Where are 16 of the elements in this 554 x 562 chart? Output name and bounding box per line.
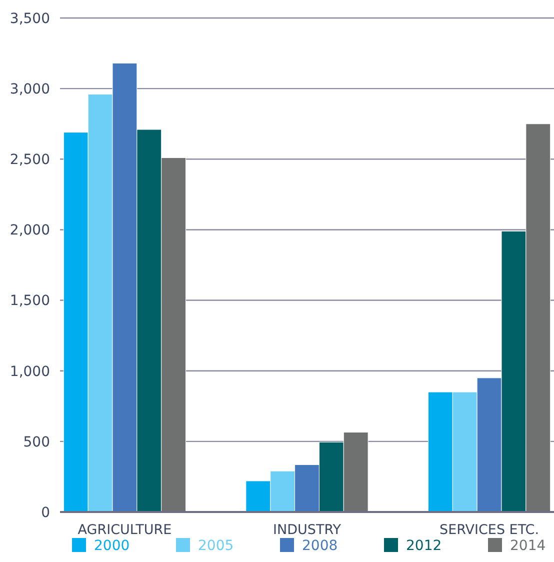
x-tick-label: SERVICES ETC.	[440, 522, 540, 538]
legend-label: 2005	[198, 538, 234, 554]
y-tick-label: 3,500	[10, 10, 50, 27]
y-tick-label: 1,500	[10, 293, 50, 310]
x-tick-label: AGRICULTURE	[78, 522, 172, 538]
y-tick-label: 3,000	[10, 81, 50, 98]
legend-label: 2008	[302, 538, 338, 554]
y-tick-label: 2,000	[10, 222, 50, 239]
legend-label: 2014	[510, 538, 546, 554]
y-tick-label: 1,000	[10, 364, 50, 380]
x-tick-label: INDUSTRY	[273, 522, 342, 538]
y-tick-label: 2,500	[10, 152, 50, 168]
y-tick-label: 500	[23, 434, 50, 450]
legend-label: 2012	[406, 538, 442, 554]
legend-label: 2000	[94, 538, 130, 554]
y-tick-label: 0	[41, 504, 50, 521]
